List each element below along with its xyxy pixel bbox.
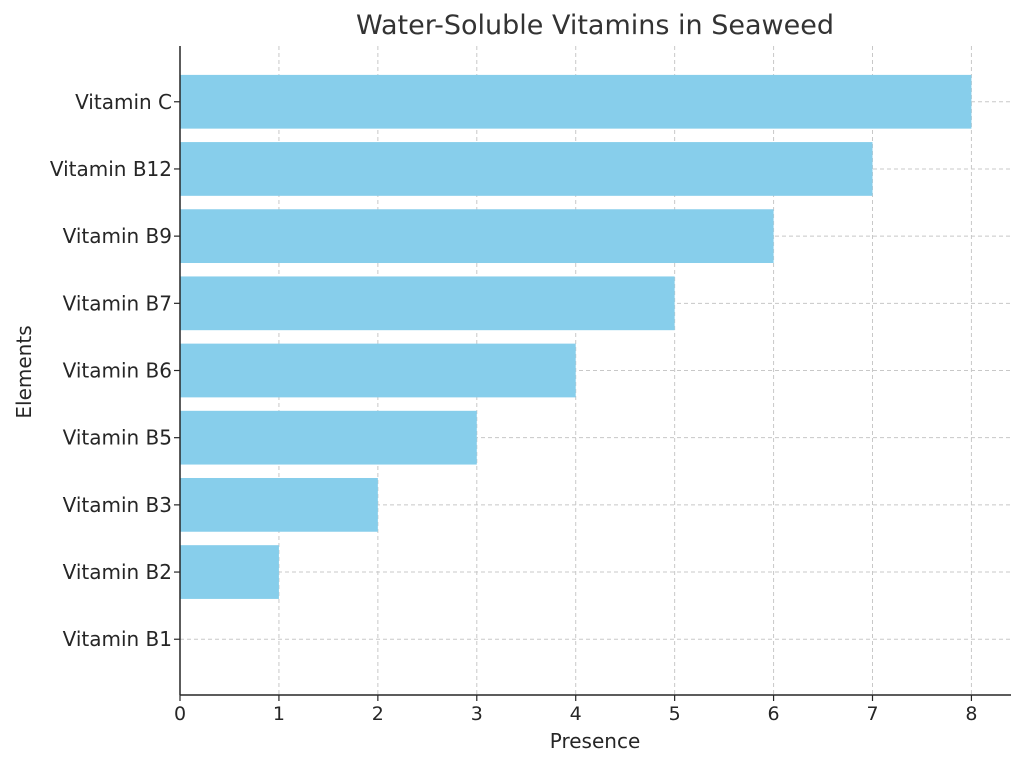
y-tick-label: Vitamin B9 [63, 224, 172, 248]
y-tick-label: Vitamin B5 [63, 426, 172, 450]
x-tick-label: 4 [570, 703, 582, 725]
bar-vitamin-c [180, 74, 972, 129]
x-tick-label: 1 [273, 703, 285, 725]
bar-vitamin-b7 [180, 276, 675, 331]
x-axis-label: Presence [550, 729, 641, 753]
y-tick-label: Vitamin B3 [63, 493, 172, 517]
x-tick-label: 5 [669, 703, 681, 725]
x-tick-label: 6 [768, 703, 780, 725]
y-tick-label: Vitamin C [75, 90, 172, 114]
x-tick-label: 7 [866, 703, 878, 725]
bar-vitamin-b3 [180, 477, 378, 532]
y-axis-label: Elements [12, 325, 36, 418]
chart-title: Water-Soluble Vitamins in Seaweed [356, 10, 834, 41]
x-tick-label: 8 [965, 703, 977, 725]
ticks: 0 1 2 3 4 5 6 7 8 Vitamin B1 Vitamin B2 Vitamin B3 V… [50, 90, 978, 725]
bars [180, 74, 972, 599]
bar-vitamin-b2 [180, 545, 279, 599]
bar-vitamin-b6 [180, 343, 576, 398]
y-tick-label: Vitamin B6 [63, 359, 172, 383]
bar-vitamin-b9 [180, 209, 774, 264]
y-tick-label: Vitamin B12 [50, 157, 172, 181]
bar-vitamin-b12 [180, 142, 873, 196]
y-tick-label: Vitamin B1 [63, 627, 172, 651]
bar-vitamin-b5 [180, 410, 477, 465]
x-tick-label: 3 [471, 703, 483, 725]
y-tick-label: Vitamin B7 [63, 291, 172, 315]
x-tick-label: 0 [174, 703, 186, 725]
x-tick-label: 2 [372, 703, 384, 725]
y-tick-label: Vitamin B2 [63, 560, 172, 584]
